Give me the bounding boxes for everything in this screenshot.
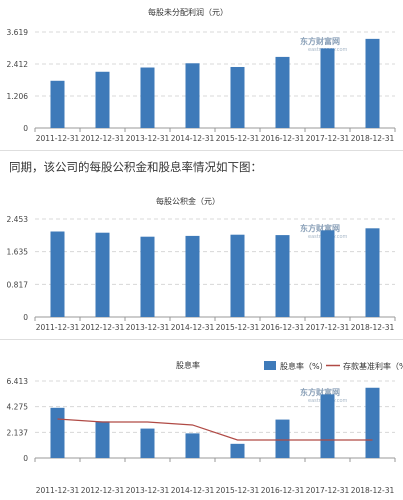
bar bbox=[50, 80, 65, 128]
x-tick-label: 2012-12-31 bbox=[81, 486, 125, 495]
bar bbox=[365, 387, 380, 458]
watermark-text: 东方财富网 bbox=[300, 36, 340, 46]
x-tick-label: 2016-12-31 bbox=[261, 486, 305, 495]
x-tick-label: 2018-12-31 bbox=[351, 486, 395, 495]
legend-label-bar: 股息率（%） bbox=[280, 361, 328, 371]
y-tick-label: 0 bbox=[23, 124, 28, 133]
bar bbox=[230, 234, 245, 317]
y-tick-label: 1.206 bbox=[7, 92, 29, 101]
series-line bbox=[57, 418, 373, 441]
bar bbox=[140, 428, 155, 458]
x-tick-label: 2015-12-31 bbox=[216, 134, 260, 143]
y-tick-label: 6.413 bbox=[7, 377, 29, 386]
bar bbox=[95, 71, 110, 128]
bar bbox=[50, 407, 65, 458]
chart-dividend-yield: 东方财富网eastmoney.com股息率02.1374.2756.413201… bbox=[7, 360, 403, 495]
x-tick-label: 2015-12-31 bbox=[216, 323, 260, 332]
y-tick-label: 0 bbox=[23, 454, 28, 463]
x-tick-label: 2012-12-31 bbox=[81, 323, 125, 332]
x-tick-label: 2013-12-31 bbox=[126, 134, 170, 143]
chart-panel-reserve-fund: 东方财富网eastmoney.com每股公积金（元）00.8171.6352.4… bbox=[0, 187, 403, 339]
bar bbox=[320, 394, 335, 458]
x-tick-label: 2014-12-31 bbox=[171, 486, 215, 495]
chart-panel-dividend-yield: 东方财富网eastmoney.com股息率02.1374.2756.413201… bbox=[0, 353, 403, 500]
x-tick-label: 2011-12-31 bbox=[36, 486, 80, 495]
bar bbox=[185, 63, 200, 129]
y-tick-label: 4.275 bbox=[7, 403, 29, 412]
x-tick-label: 2014-12-31 bbox=[171, 323, 215, 332]
x-tick-label: 2018-12-31 bbox=[351, 134, 395, 143]
y-tick-label: 0 bbox=[23, 313, 28, 322]
bar bbox=[185, 433, 200, 458]
x-tick-label: 2018-12-31 bbox=[351, 323, 395, 332]
bar bbox=[230, 66, 245, 128]
x-tick-label: 2014-12-31 bbox=[171, 134, 215, 143]
x-tick-label: 2017-12-31 bbox=[306, 486, 350, 495]
chart-title: 每股未分配利润（元） bbox=[148, 7, 228, 17]
bar bbox=[95, 232, 110, 317]
chart-title: 股息率 bbox=[176, 360, 200, 370]
x-tick-label: 2011-12-31 bbox=[36, 323, 80, 332]
y-tick-label: 2.137 bbox=[7, 428, 29, 437]
bar bbox=[365, 38, 380, 128]
y-tick-label: 1.635 bbox=[7, 248, 29, 257]
x-tick-label: 2012-12-31 bbox=[81, 134, 125, 143]
chart-title: 每股公积金（元） bbox=[156, 196, 220, 206]
y-tick-label: 3.619 bbox=[7, 28, 29, 37]
bar bbox=[275, 235, 290, 317]
y-tick-label: 0.817 bbox=[7, 280, 29, 289]
y-tick-label: 2.453 bbox=[7, 215, 29, 224]
chart-panel-undistributed-profit: 东方财富网eastmoney.com每股未分配利润（元）01.2062.4123… bbox=[0, 0, 403, 150]
intro-text: 同期，该公司的每股公积金和股息率情况如下图： bbox=[9, 160, 262, 174]
bar bbox=[275, 56, 290, 128]
chart-undistributed-profit: 东方财富网eastmoney.com每股未分配利润（元）01.2062.4123… bbox=[7, 7, 396, 143]
bar bbox=[185, 235, 200, 317]
bar bbox=[140, 67, 155, 128]
bar bbox=[320, 230, 335, 317]
x-tick-label: 2013-12-31 bbox=[126, 486, 170, 495]
bar bbox=[320, 48, 335, 128]
x-tick-label: 2017-12-31 bbox=[306, 134, 350, 143]
watermark-text: 东方财富网 bbox=[300, 387, 340, 397]
x-tick-label: 2013-12-31 bbox=[126, 323, 170, 332]
bar bbox=[140, 236, 155, 317]
legend-label-line: 存款基准利率（% bbox=[343, 361, 403, 371]
y-tick-label: 2.412 bbox=[7, 60, 29, 69]
bar bbox=[95, 421, 110, 458]
bar bbox=[50, 231, 65, 317]
watermark-text: 东方财富网 bbox=[300, 223, 340, 233]
intro-section: 同期，该公司的每股公积金和股息率情况如下图： bbox=[0, 150, 403, 188]
x-tick-label: 2016-12-31 bbox=[261, 323, 305, 332]
chart-reserve-fund: 东方财富网eastmoney.com每股公积金（元）00.8171.6352.4… bbox=[7, 196, 396, 332]
x-tick-label: 2015-12-31 bbox=[216, 486, 260, 495]
legend-swatch-bar bbox=[264, 361, 276, 370]
x-tick-label: 2017-12-31 bbox=[306, 323, 350, 332]
x-tick-label: 2016-12-31 bbox=[261, 134, 305, 143]
bar bbox=[365, 228, 380, 317]
bar bbox=[230, 443, 245, 458]
x-tick-label: 2011-12-31 bbox=[36, 134, 80, 143]
bar bbox=[275, 419, 290, 458]
